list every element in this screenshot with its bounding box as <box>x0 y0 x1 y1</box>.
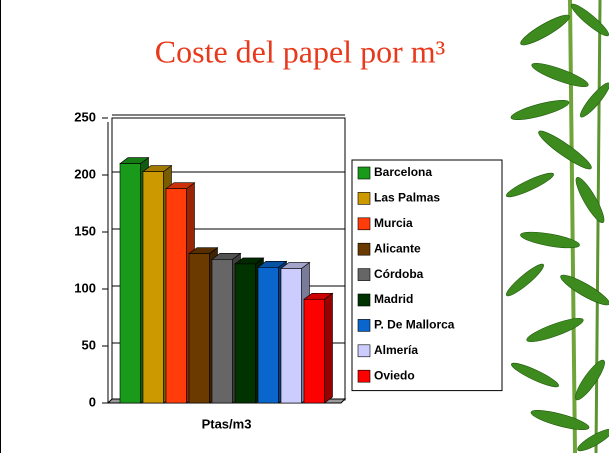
y-tick-label: 0 <box>89 394 96 409</box>
page: Coste del papel por m³ 0 50 100 150 200 250 Pt… <box>0 0 609 453</box>
bar <box>281 268 302 403</box>
legend-swatch <box>358 192 370 204</box>
bar <box>212 259 233 403</box>
legend-swatch <box>358 370 370 382</box>
legend-swatch <box>358 167 370 179</box>
legend-label: Barcelona <box>374 165 432 179</box>
legend-label: Murcia <box>374 216 413 230</box>
legend-swatch <box>358 243 370 255</box>
y-tick-label: 50 <box>82 337 96 352</box>
y-tick-label: 150 <box>74 223 96 238</box>
legend-label: Las Palmas <box>374 191 440 205</box>
legend-swatch <box>358 319 370 331</box>
bar <box>189 254 210 403</box>
y-tick-label: 100 <box>74 280 96 295</box>
legend-label: Almería <box>374 343 418 357</box>
bar-side <box>325 293 333 403</box>
chart-title: Coste del papel por m³ <box>155 33 445 69</box>
legend-label: Oviedo <box>374 368 415 382</box>
x-tick-label: Ptas/m3 <box>202 416 252 431</box>
bar <box>166 189 187 403</box>
y-tick-label: 250 <box>74 109 96 124</box>
bar <box>120 164 141 403</box>
legend-label: Madrid <box>374 292 413 306</box>
bar <box>235 264 256 403</box>
legend-label: Córdoba <box>374 267 424 281</box>
bar <box>258 267 279 403</box>
legend-swatch <box>358 218 370 230</box>
legend-label: Alicante <box>374 241 421 255</box>
y-tick-label: 200 <box>74 166 96 181</box>
legend-swatch <box>358 294 370 306</box>
legend-swatch <box>358 345 370 357</box>
chart: Coste del papel por m³ 0 50 100 150 200 250 Pt… <box>0 0 609 453</box>
legend-swatch <box>358 269 370 281</box>
bar <box>143 172 164 403</box>
bar <box>304 299 325 403</box>
legend-label: P. De Mallorca <box>374 318 455 332</box>
